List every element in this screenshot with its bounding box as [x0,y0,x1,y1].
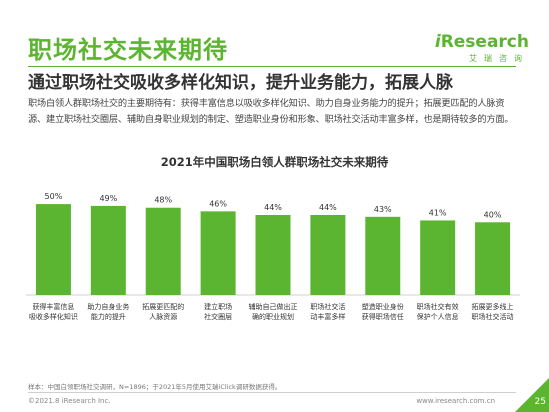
source-note: 样本：中国白领职场社交调研，N=1896；于2021年5月使用艾瑞iClick调… [28,383,282,391]
logo-main-text: Research [440,32,529,52]
category-label: 获得职场信任 [362,312,404,321]
category-label: 吸收多样化知识 [29,312,78,321]
category-label: 建立职场 [204,302,232,311]
page-title: 职场社交未来期待 [28,36,228,64]
bar-value-label: 46% [209,199,227,208]
bar [200,211,236,295]
page-number: 25 [534,397,546,407]
bar [35,204,71,295]
bar [365,216,401,295]
bar [310,215,346,295]
website-text: www.iresearch.com.cn [416,397,495,405]
logo-wordmark: iResearch [435,32,529,52]
category-label: 确的职业规划 [252,312,294,321]
category-label: 保护个人信息 [417,312,459,321]
page-subtitle: 通过职场社交吸收多样化知识，提升业务能力，拓展人脉 [28,73,453,93]
category-label: 职场社交活动 [472,312,514,321]
corner-decoration [515,378,549,412]
category-label: 职场社交活 [310,302,345,311]
bar-value-label: 49% [99,194,117,203]
bar-value-label: 44% [319,203,337,212]
bar-value-label: 43% [374,205,392,214]
category-label: 辅助自己做出正 [249,302,298,311]
category-label: 职场社交有效 [417,302,459,311]
summary-paragraph: 职场白领人群职场社交的主要期待有：获得丰富信息以吸收多样化知识、助力自身业务能力… [28,96,533,128]
category-label: 社交圈层 [204,312,232,321]
bar [145,207,181,295]
bar-value-label: 48% [154,196,172,205]
bar [475,222,511,295]
bar [90,205,126,295]
bar-value-label: 44% [264,203,282,212]
summary-line-2: 源、建立职场社交圈层、辅助自身职业规划的制定、塑造职业身份和形象、职场社交活动丰… [28,114,514,125]
iresearch-logo: iResearch 艾瑞咨询 [435,32,529,64]
bar-value-label: 50% [45,192,63,201]
category-label: 动丰富多样 [310,312,345,321]
bar-value-label: 40% [484,210,502,219]
bar-value-label: 41% [429,208,447,217]
logo-subtitle: 艾瑞咨询 [469,54,529,63]
footer-divider [28,392,516,393]
title-divider [28,66,516,67]
category-label: 能力的提升 [91,312,126,321]
summary-line-1: 职场白领人群职场社交的主要期待有：获得丰富信息以吸收多样化知识、助力自身业务能力… [28,98,505,109]
category-label: 人脉资源 [149,312,177,321]
logo-prefix: i [434,32,441,52]
category-label: 获得丰富信息 [32,302,74,311]
bar [255,215,291,295]
category-label: 助力自身业务 [87,302,129,311]
bar [420,220,456,295]
copyright-text: ©2021.8 iResearch Inc. [28,397,111,405]
category-label: 拓展更匹配的 [142,302,184,311]
chart-title: 2021年中国职场白领人群职场社交未来期待 [160,155,389,169]
category-label: 塑造职业身份 [362,302,404,311]
category-label: 拓展更多线上 [472,302,514,311]
